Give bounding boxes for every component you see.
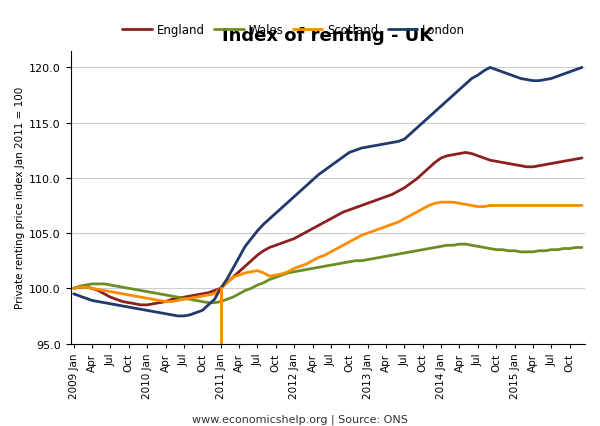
Scotland: [493, 204, 500, 209]
Scotland: [101, 288, 108, 294]
Scotland: [437, 200, 445, 205]
London: [327, 164, 334, 169]
Line: Wales: Wales: [74, 245, 582, 303]
London: [76, 294, 83, 299]
Wales: [205, 300, 212, 305]
England: [76, 285, 83, 290]
England: [578, 156, 586, 161]
Wales: [456, 242, 463, 247]
England: [137, 302, 145, 308]
Wales: [493, 248, 500, 253]
London: [487, 66, 494, 71]
Wales: [303, 268, 310, 273]
Wales: [70, 286, 77, 291]
Scotland: [578, 204, 586, 209]
Legend: England, Wales, Scotland, London: England, Wales, Scotland, London: [118, 20, 470, 42]
London: [462, 82, 469, 87]
Scotland: [303, 262, 310, 267]
Y-axis label: Private renting price index Jan 2011 = 100: Private renting price index Jan 2011 = 1…: [15, 87, 25, 308]
Wales: [468, 243, 475, 248]
England: [493, 159, 500, 164]
London: [303, 184, 310, 189]
London: [70, 291, 77, 296]
Line: England: England: [74, 153, 582, 305]
Scotland: [162, 299, 169, 305]
Line: London: London: [74, 68, 582, 316]
England: [327, 217, 334, 222]
Scotland: [468, 204, 475, 209]
England: [468, 152, 475, 157]
Scotland: [76, 285, 83, 290]
England: [462, 150, 469, 155]
England: [303, 230, 310, 235]
Wales: [578, 245, 586, 250]
London: [101, 300, 108, 305]
Text: www.economicshelp.org | Source: ONS: www.economicshelp.org | Source: ONS: [192, 414, 408, 424]
England: [101, 291, 108, 296]
London: [493, 68, 500, 73]
Line: Scotland: Scotland: [74, 203, 582, 302]
Wales: [327, 263, 334, 268]
Title: Index of renting - UK: Index of renting - UK: [222, 27, 433, 45]
England: [70, 286, 77, 291]
Wales: [76, 284, 83, 289]
Scotland: [70, 286, 77, 291]
Scotland: [327, 250, 334, 255]
London: [578, 66, 586, 71]
Wales: [101, 282, 108, 287]
London: [174, 314, 181, 319]
